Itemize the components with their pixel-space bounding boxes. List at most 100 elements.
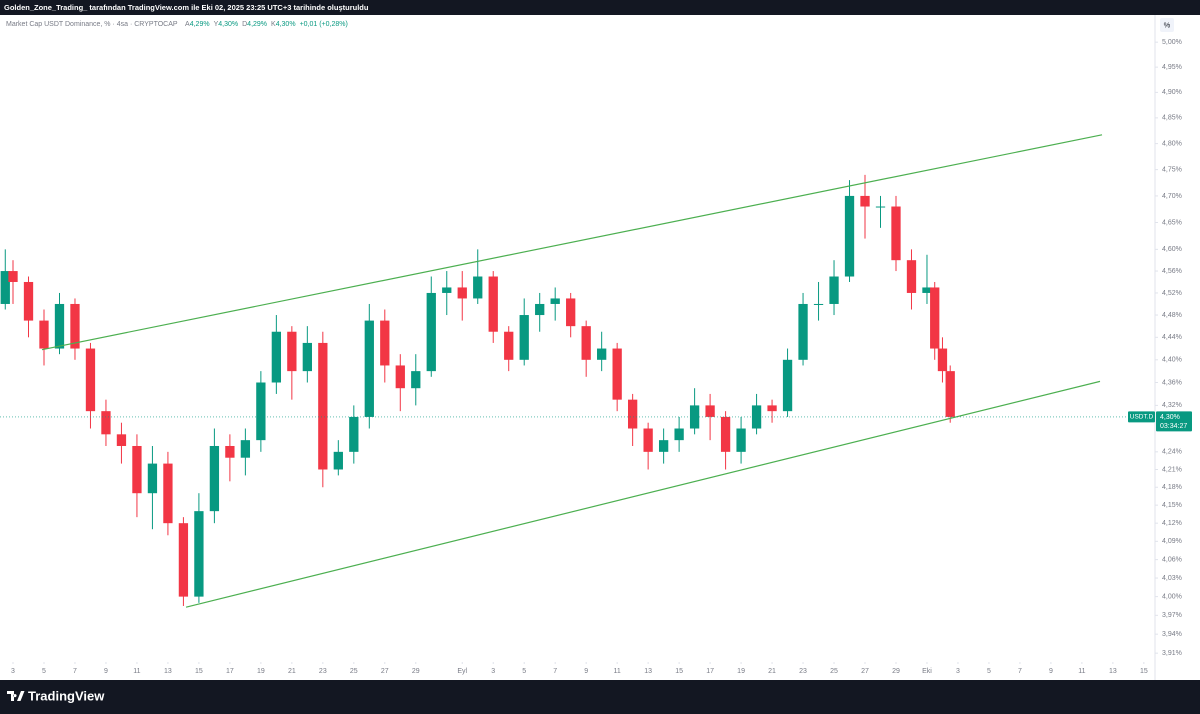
y-tick-label: 4,44%: [1162, 334, 1182, 341]
candle-body: [930, 287, 940, 349]
candle-body: [566, 298, 576, 327]
y-tick-label: 4,12%: [1162, 520, 1182, 527]
candle-body: [318, 342, 328, 470]
candle-body: [302, 342, 312, 372]
y-tick-label: 4,52%: [1162, 290, 1182, 297]
legend-key: A: [185, 21, 190, 28]
candle-body: [798, 303, 808, 360]
y-tick-label: 3,91%: [1162, 650, 1182, 657]
x-tick-label: Eyl: [457, 668, 467, 675]
candle-body: [457, 287, 467, 299]
candle-body: [612, 348, 622, 400]
x-tick-label: 17: [226, 668, 234, 675]
candle-body: [945, 371, 955, 417]
top-bar: [0, 0, 1200, 15]
x-tick-label: 11: [614, 668, 621, 675]
legend-key: D: [242, 21, 247, 28]
x-tick-label: 15: [1140, 668, 1148, 675]
candle-body: [364, 320, 374, 417]
candle-body: [349, 416, 359, 452]
y-tick-label: 4,90%: [1162, 89, 1182, 96]
candle-body: [813, 303, 824, 305]
x-tick-label: 23: [319, 668, 327, 675]
x-tick-label: 21: [768, 668, 776, 675]
candle-body: [8, 271, 18, 282]
x-tick-label: 17: [706, 668, 714, 675]
y-tick-label: 3,94%: [1162, 631, 1182, 638]
x-tick-label: 21: [288, 668, 296, 675]
scale-button-label[interactable]: %: [1164, 20, 1171, 29]
x-tick-label: 19: [737, 668, 745, 675]
candle-body: [426, 292, 436, 372]
candle-body: [209, 445, 220, 512]
candle-body: [643, 428, 653, 452]
bottom-bar: [0, 680, 1200, 714]
y-tick-label: 4,32%: [1162, 402, 1182, 409]
legend-key: K: [271, 21, 276, 28]
y-tick-label: 4,36%: [1162, 379, 1182, 386]
candle-body: [271, 331, 282, 383]
candle-body: [844, 195, 855, 277]
x-tick-label: 3: [11, 668, 15, 675]
candle-body: [829, 276, 839, 304]
legend-key: Y: [214, 21, 219, 28]
price-label: 4,30%: [1160, 414, 1180, 421]
y-tick-label: 4,65%: [1162, 219, 1182, 226]
y-tick-label: 4,09%: [1162, 538, 1182, 545]
x-tick-label: 5: [42, 668, 46, 675]
candle-body: [147, 463, 158, 494]
legend-change: +0,01 (+0,28%): [300, 21, 348, 28]
x-tick-label: 29: [412, 668, 420, 675]
candle-body: [163, 463, 173, 524]
candle-body: [937, 348, 948, 372]
y-tick-label: 4,18%: [1162, 484, 1182, 491]
x-tick-label: 5: [522, 668, 526, 675]
countdown: 03:34:27: [1160, 423, 1187, 430]
x-tick-label: 3: [956, 668, 960, 675]
candle-body: [380, 320, 390, 366]
x-tick-label: 13: [1109, 668, 1117, 675]
candle-body: [333, 451, 343, 470]
x-tick-label: 25: [350, 668, 358, 675]
candle-body: [535, 303, 545, 316]
x-tick-label: 7: [1018, 668, 1022, 675]
candle-body: [178, 523, 189, 597]
candle-body: [597, 348, 607, 360]
caption: Golden_Zone_Trading_ tarafından TradingV…: [4, 3, 369, 12]
candle-body: [860, 195, 870, 207]
x-tick-label: 9: [104, 668, 108, 675]
y-tick-label: 4,06%: [1162, 556, 1182, 563]
candle-body: [132, 445, 142, 494]
logo-icon: [7, 691, 25, 701]
candle-body: [782, 359, 793, 412]
x-tick-label: 27: [861, 668, 869, 675]
y-tick-label: 4,24%: [1162, 449, 1182, 456]
candle-body: [23, 281, 34, 321]
y-tick-label: 4,70%: [1162, 193, 1182, 200]
candle-body: [194, 511, 204, 597]
x-tick-label: 25: [830, 668, 838, 675]
candle-body: [705, 405, 715, 417]
candle-body: [720, 416, 731, 452]
candle-body: [395, 365, 405, 389]
candle-body: [488, 276, 498, 332]
symbol-label: USDT.D: [1130, 414, 1154, 421]
x-tick-label: 13: [164, 668, 172, 675]
candle-body: [442, 287, 452, 293]
y-tick-label: 4,56%: [1162, 268, 1182, 275]
y-tick-label: 4,95%: [1162, 64, 1182, 71]
y-tick-label: 4,60%: [1162, 246, 1182, 253]
legend: Market Cap USDT Dominance, % · 4sa · CRY…: [6, 21, 348, 28]
candle-body: [225, 445, 235, 458]
candle-body: [101, 411, 111, 435]
legend-value: 4,30%: [218, 21, 238, 28]
x-tick-label: 15: [195, 668, 203, 675]
candle-body: [550, 298, 560, 304]
logo: TradingView: [7, 688, 105, 703]
scale-button[interactable]: [1160, 18, 1174, 32]
x-tick-label: 27: [381, 668, 389, 675]
trendline: [41, 134, 1103, 351]
candle-body: [689, 405, 700, 429]
legend-name: Market Cap USDT Dominance, % · 4sa · CRY…: [6, 21, 178, 28]
legend-value: 4,30%: [276, 21, 296, 28]
